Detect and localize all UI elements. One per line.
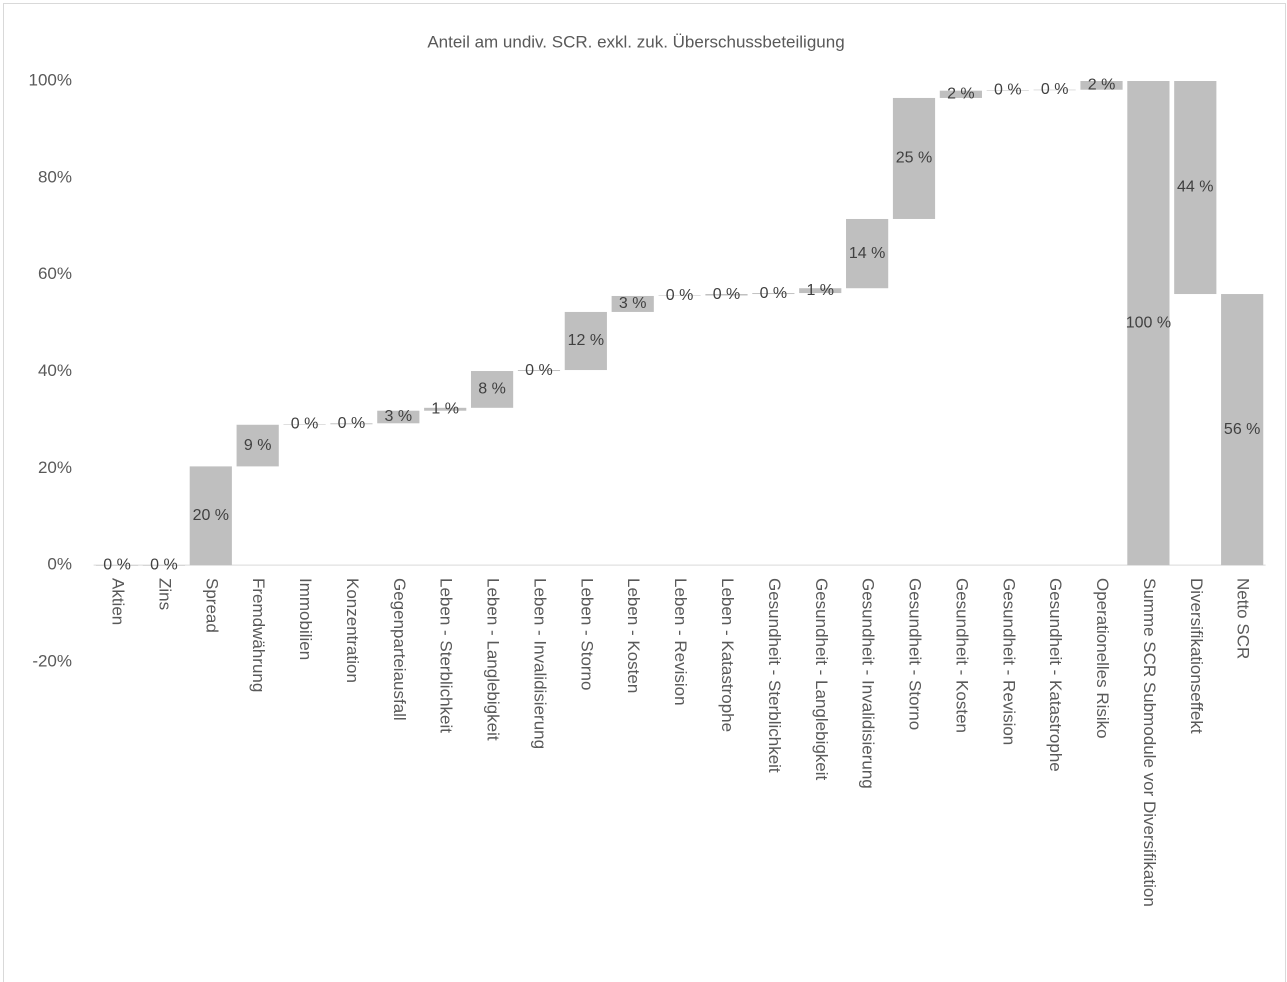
data-label: 25 %	[896, 150, 932, 167]
x-tick-label: Spread	[202, 578, 221, 633]
bar	[330, 423, 373, 425]
x-tick-label: Gesundheit - Langlebigkeit	[812, 578, 831, 781]
bar	[752, 293, 795, 295]
data-label: 20 %	[193, 507, 229, 524]
data-label: 0 %	[291, 416, 319, 433]
bar	[377, 410, 420, 424]
data-label: 3 %	[619, 295, 647, 312]
data-label: 2 %	[1088, 77, 1116, 94]
x-tick-label: Aktien	[109, 578, 128, 625]
data-label: 0 %	[103, 556, 131, 573]
x-tick-label: Konzentration	[343, 578, 362, 683]
bar	[142, 565, 186, 566]
chart-title: Anteil am undiv. SCR. exkl. zuk. Übersch…	[427, 32, 844, 51]
x-tick-label: Gesundheit - Revision	[999, 578, 1018, 745]
bar	[846, 218, 889, 289]
data-label: 9 %	[244, 437, 272, 454]
data-label: 3 %	[385, 408, 413, 425]
data-label: 14 %	[849, 245, 885, 262]
bar	[892, 97, 936, 219]
bar	[564, 311, 607, 371]
data-label: 56 %	[1224, 421, 1260, 438]
y-tick-label: 0%	[47, 555, 72, 574]
x-tick-label: Leben - Revision	[671, 578, 690, 706]
y-tick-label: 40%	[38, 361, 72, 380]
data-label: 2 %	[947, 86, 975, 103]
y-tick-label: -20%	[32, 651, 72, 670]
x-tick-label: Immobilien	[296, 578, 315, 660]
x-tick-label: Operationelles Risiko	[1093, 578, 1112, 739]
x-tick-label: Gesundheit - Kosten	[952, 578, 971, 733]
x-tick-label: Gegenparteiausfall	[390, 578, 409, 721]
bar	[517, 370, 561, 372]
x-tick-label: Leben - Langlebigkeit	[484, 578, 503, 741]
bar	[424, 407, 467, 411]
data-label: 0 %	[525, 362, 553, 379]
data-label: 8 %	[478, 381, 506, 398]
x-tick-label: Leben - Invalidisierung	[530, 578, 549, 749]
x-tick-label: Leben - Storno	[577, 578, 596, 690]
x-tick-label: Diversifikationseffekt	[1187, 578, 1206, 734]
bar	[236, 424, 279, 467]
x-tick-label: Leben - Katastrophe	[718, 578, 737, 732]
x-tick-label: Gesundheit - Sterblichkeit	[765, 578, 784, 773]
x-tick-label: Gesundheit - Katastrophe	[1046, 578, 1065, 772]
bar	[470, 371, 514, 408]
bar	[939, 90, 982, 98]
x-tick-label: Zins	[155, 578, 174, 610]
data-label: 0 %	[760, 285, 788, 302]
data-label: 0 %	[666, 287, 694, 304]
x-tick-label: Gesundheit - Storno	[906, 578, 925, 730]
y-tick-label: 20%	[38, 458, 72, 477]
data-label: 0 %	[150, 556, 178, 573]
data-label: 1 %	[806, 282, 834, 299]
y-tick-label: 60%	[38, 264, 72, 283]
bar	[189, 466, 232, 566]
bar	[283, 424, 326, 425]
x-tick-label: Leben - Kosten	[624, 578, 643, 693]
data-label: 0 %	[338, 415, 366, 432]
bar	[658, 295, 701, 296]
bar	[705, 294, 748, 296]
bar	[986, 90, 1029, 91]
y-tick-label: 100%	[29, 70, 72, 89]
bar	[1080, 81, 1123, 90]
x-tick-label: Summe SCR Submodule vor Diversifikation	[1140, 578, 1159, 907]
data-label: 1 %	[431, 400, 459, 417]
bar	[611, 295, 654, 312]
data-label: 0 %	[994, 82, 1022, 99]
data-label: 0 %	[713, 286, 741, 303]
x-tick-label: Fremdwährung	[249, 578, 268, 692]
data-label: 12 %	[568, 332, 604, 349]
data-label: 44 %	[1177, 179, 1213, 196]
y-tick-label: 80%	[38, 167, 72, 186]
bar	[1033, 89, 1076, 91]
bar	[1174, 81, 1217, 295]
bar	[1127, 81, 1170, 566]
data-label: 0 %	[1041, 81, 1069, 98]
x-tick-label: Gesundheit - Invalidisierung	[859, 578, 878, 789]
bar	[799, 288, 842, 294]
bar	[1221, 294, 1264, 566]
bar	[95, 565, 139, 566]
data-label: 100 %	[1126, 314, 1171, 331]
x-tick-label: Netto SCR	[1234, 578, 1253, 659]
x-tick-label: Leben - Sterblichkeit	[437, 578, 456, 733]
